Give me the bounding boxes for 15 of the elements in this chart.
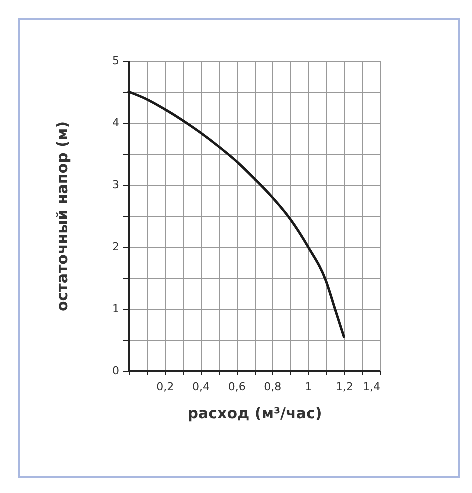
y-tick-label: 4 (112, 116, 120, 130)
x-axis-title: расход (м³/час) (188, 404, 322, 422)
y-tick-label: 3 (112, 178, 120, 192)
y-tick-label: 5 (112, 54, 120, 68)
x-tick-label: 1,4 (363, 380, 380, 394)
x-tick-label: 1 (305, 380, 312, 394)
x-tick-label: 1,2 (336, 380, 354, 394)
x-tick-label: 0,4 (192, 380, 210, 394)
y-tick-label: 1 (112, 302, 120, 316)
x-tick-label: 0,8 (264, 380, 282, 394)
y-tick-label: 0 (112, 364, 120, 378)
x-tick-label: 0,2 (156, 380, 174, 394)
y-tick-label: 2 (112, 240, 120, 254)
y-axis-title: остаточный напор (м) (54, 121, 72, 312)
x-tick-label: 0,6 (228, 380, 246, 394)
